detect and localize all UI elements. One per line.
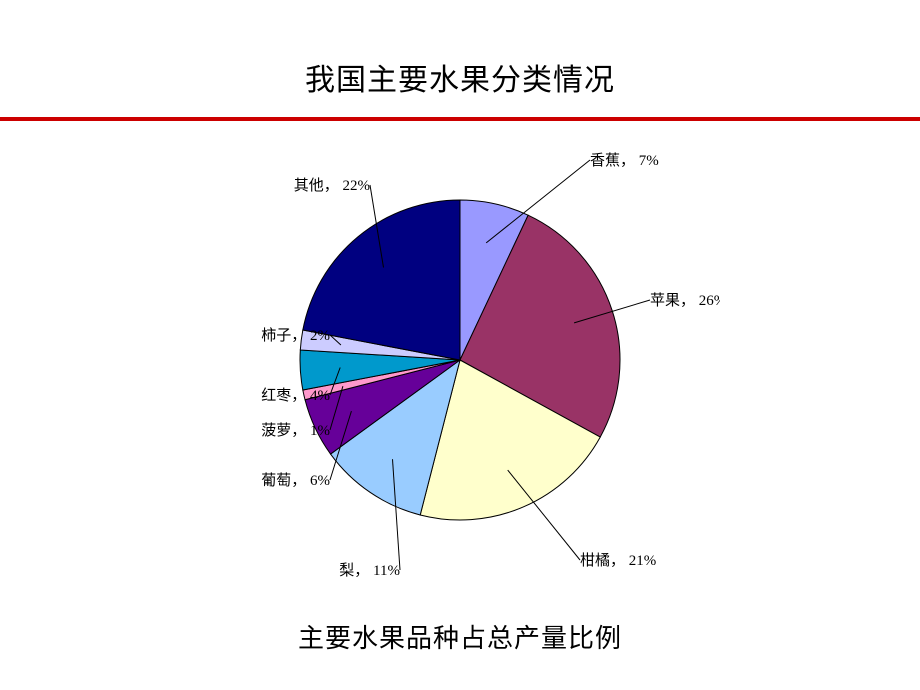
- slide-title: 我国主要水果分类情况: [0, 0, 920, 99]
- pie-label-4: 葡萄， 6%: [261, 472, 330, 489]
- pie-chart-svg: 香蕉， 7% 苹果， 26% 柑橘， 21% 梨， 11% 葡萄， 6% 菠萝， 1% 红枣…: [200, 150, 720, 580]
- pie-chart: 香蕉， 7% 苹果， 26% 柑橘， 21% 梨， 11% 葡萄， 6% 菠萝， 1% 红枣…: [200, 150, 720, 580]
- pie-label-1: 苹果， 26%: [650, 292, 720, 309]
- pie-label-6: 红枣， 4%: [261, 387, 330, 404]
- slide-subtitle: 主要水果品种占总产量比例: [0, 618, 920, 655]
- pie-label-3: 梨， 11%: [339, 562, 400, 579]
- pie-label-7: 柿子， 2%: [261, 326, 330, 344]
- title-rule: [0, 117, 920, 121]
- slide: 我国主要水果分类情况 香蕉， 7% 苹果， 26% 柑橘， 21% 梨， 11% 葡萄，…: [0, 0, 920, 690]
- pie-label-8: 其他， 22%: [294, 177, 370, 194]
- pie-label-5: 菠萝， 1%: [261, 422, 330, 439]
- pie-label-2: 柑橘， 21%: [580, 552, 656, 569]
- pie-label-0: 香蕉， 7%: [590, 152, 659, 169]
